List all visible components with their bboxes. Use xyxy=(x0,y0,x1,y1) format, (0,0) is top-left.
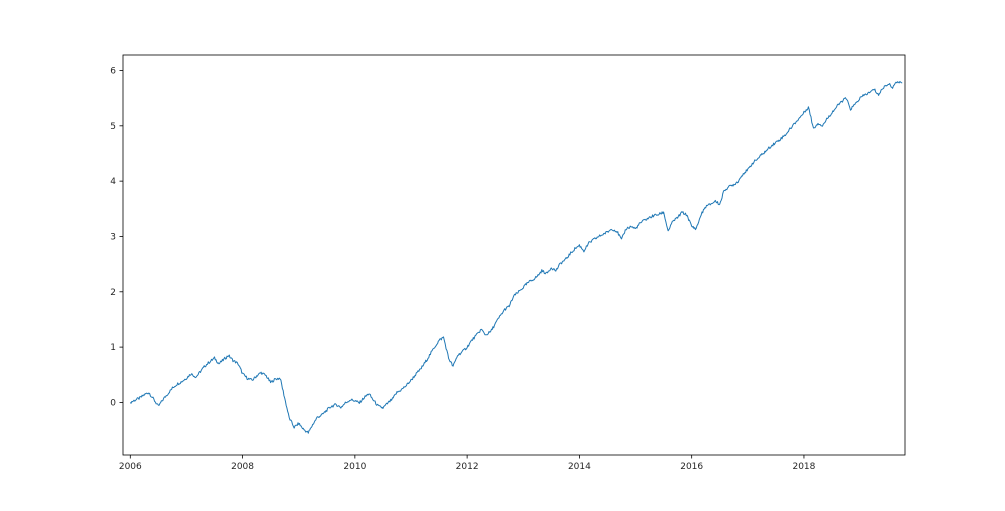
x-tick-label: 2018 xyxy=(792,462,815,472)
x-tick-label: 2014 xyxy=(568,462,591,472)
x-tick-label: 2016 xyxy=(680,462,703,472)
y-tick-label: 1 xyxy=(110,343,116,353)
plot-frame xyxy=(122,54,906,456)
y-tick-label: 5 xyxy=(110,122,116,132)
y-tick-label: 4 xyxy=(110,177,116,187)
x-tick-label: 2012 xyxy=(456,462,479,472)
y-tick-label: 3 xyxy=(110,232,116,242)
y-tick-label: 2 xyxy=(110,288,116,298)
y-tick-label: 6 xyxy=(110,66,116,76)
y-tick-label: 0 xyxy=(110,398,116,408)
series-line xyxy=(129,81,903,434)
x-tick-label: 2006 xyxy=(119,462,142,472)
x-tick-label: 2008 xyxy=(231,462,254,472)
x-tick-label: 2010 xyxy=(343,462,366,472)
